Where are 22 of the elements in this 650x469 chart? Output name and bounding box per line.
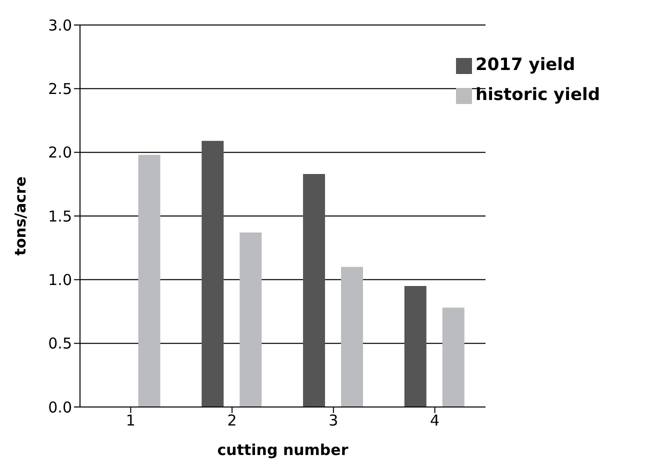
- legend-label: 2017 yield: [476, 55, 576, 75]
- x-tick-label: 2: [227, 412, 237, 430]
- y-tick-label: 0.0: [48, 398, 72, 416]
- y-tick-label: 1.0: [48, 270, 72, 289]
- y-tick-label: 0.5: [48, 334, 72, 353]
- bar: [303, 174, 326, 407]
- y-tick-label: 1.5: [48, 207, 72, 226]
- bar: [404, 286, 426, 407]
- x-tick-label: 1: [126, 412, 136, 430]
- x-axis-title: cutting number: [217, 441, 349, 459]
- y-tick-label: 3.0: [48, 16, 72, 34]
- bar: [138, 154, 160, 407]
- x-tick-label: 3: [328, 412, 338, 430]
- bar: [202, 140, 224, 407]
- x-tick-label: 4: [430, 412, 440, 430]
- bar: [341, 266, 364, 407]
- y-tick-label: 2.5: [48, 80, 72, 98]
- y-tick-label: 2.0: [48, 144, 72, 162]
- bar: [240, 232, 262, 407]
- bar: [442, 308, 464, 407]
- legend-label: historic yield: [476, 85, 600, 105]
- y-axis-title: tons/acre: [11, 176, 30, 256]
